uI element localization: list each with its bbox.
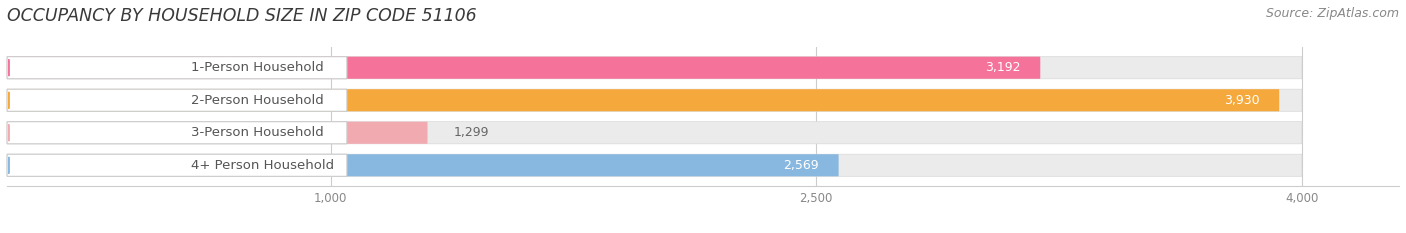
Text: 3,930: 3,930 <box>1225 94 1260 107</box>
Text: Source: ZipAtlas.com: Source: ZipAtlas.com <box>1265 7 1399 20</box>
FancyBboxPatch shape <box>7 122 1302 144</box>
Text: 1,299: 1,299 <box>453 126 489 139</box>
FancyBboxPatch shape <box>7 122 347 144</box>
FancyBboxPatch shape <box>7 57 1302 79</box>
FancyBboxPatch shape <box>7 57 347 79</box>
FancyBboxPatch shape <box>7 154 347 176</box>
FancyBboxPatch shape <box>7 122 427 144</box>
Text: 2,569: 2,569 <box>783 159 820 172</box>
Text: OCCUPANCY BY HOUSEHOLD SIZE IN ZIP CODE 51106: OCCUPANCY BY HOUSEHOLD SIZE IN ZIP CODE … <box>7 7 477 25</box>
FancyBboxPatch shape <box>7 154 838 176</box>
Text: 4+ Person Household: 4+ Person Household <box>191 159 333 172</box>
Text: 3,192: 3,192 <box>986 61 1021 74</box>
FancyBboxPatch shape <box>7 89 1279 111</box>
FancyBboxPatch shape <box>7 89 347 111</box>
FancyBboxPatch shape <box>7 57 1040 79</box>
Text: 1-Person Household: 1-Person Household <box>191 61 323 74</box>
Text: 3-Person Household: 3-Person Household <box>191 126 323 139</box>
FancyBboxPatch shape <box>7 154 1302 176</box>
FancyBboxPatch shape <box>7 89 1302 111</box>
Text: 2-Person Household: 2-Person Household <box>191 94 323 107</box>
